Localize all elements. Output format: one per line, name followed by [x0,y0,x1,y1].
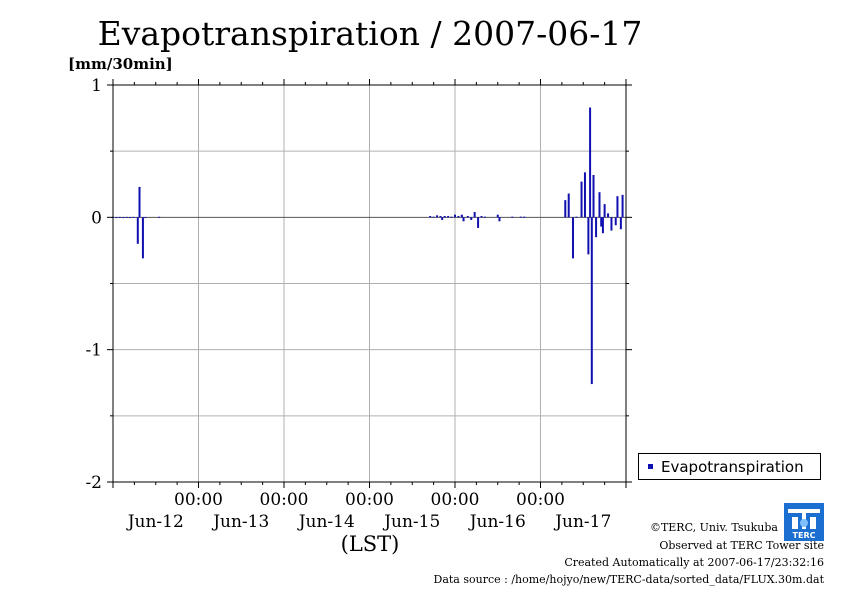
bar [470,217,473,220]
bar [607,213,610,218]
bar [496,214,499,218]
x-tick-date-label: Jun-12 [126,512,184,532]
bar [129,217,132,219]
bar [587,217,590,255]
svg-text:TERC: TERC [793,531,816,540]
bar [466,216,469,218]
x-tick-date-label: Jun-15 [382,512,440,532]
bar [592,174,595,218]
y-tick-label: 1 [91,76,102,96]
bar [595,217,598,238]
bar [441,217,444,220]
credit-observed: Observed at TERC Tower site [659,539,824,552]
bar [571,217,574,259]
x-axis-label: (LST) [340,532,400,556]
y-tick-label: -2 [85,473,102,493]
bar [589,107,592,218]
bar [136,217,139,244]
y-axis: -2 -1 0 1 [85,76,632,493]
bar [450,216,453,218]
bar [567,193,570,218]
bar [498,217,501,222]
bar [138,186,141,218]
bar [477,217,480,228]
chart-title: Evapotranspiration / 2007-06-17 [97,14,643,53]
bar [144,217,147,219]
bar [616,196,619,218]
bar [564,200,567,218]
x-tick-time-label: 00:00 [260,490,309,510]
bar [141,217,144,259]
bar [447,216,450,218]
bar [460,214,463,218]
grid [113,85,626,482]
x-tick-date-label: Jun-17 [553,512,611,532]
bar [429,216,432,218]
bar [436,215,439,218]
bar [443,216,446,218]
bar [473,212,476,218]
bar [462,217,465,222]
bar [483,216,486,218]
bar [523,216,526,218]
bar [432,216,435,218]
x-tick-date-label: Jun-13 [211,512,269,532]
bar [610,217,613,231]
bar [601,217,604,234]
x-tick-time-label: 00:00 [431,490,480,510]
bar [115,217,118,219]
x-tick-date-label: Jun-14 [297,512,355,532]
credit-copyright: ©TERC, Univ. Tsukuba [649,521,778,534]
bar [583,172,586,218]
bar [603,204,606,218]
bar [125,216,128,218]
bar [132,216,135,218]
bar [614,217,617,226]
bar [511,216,514,218]
bar [580,181,583,218]
bar [619,217,622,230]
bar [118,216,121,218]
y-tick-label: 0 [91,208,102,228]
y-tick-label: -1 [85,341,102,361]
legend: Evapotranspiration [638,453,821,480]
credit-source: Data source : /home/hojyo/new/TERC-data/… [433,573,825,586]
bar [158,216,161,218]
legend-swatch [648,464,653,469]
x-tick-date-label: Jun-16 [468,512,526,532]
data-bars [112,107,624,385]
bar [600,217,603,227]
bar [519,216,522,218]
bar [590,217,593,385]
bar [457,216,460,218]
x-tick-time-label: 00:00 [345,490,394,510]
terc-logo: TERC [784,503,824,541]
credit-created: Created Automatically at 2007-06-17/23:3… [564,556,824,569]
bar [575,216,578,218]
x-tick-time-label: 00:00 [174,490,223,510]
bar [621,194,624,218]
bar [598,192,601,218]
bar [454,214,456,218]
x-tick-time-label: 00:00 [516,490,565,510]
bar [439,216,442,218]
legend-label: Evapotranspiration [661,458,804,476]
y-axis-label: [mm/30min] [68,55,173,73]
bar [480,216,483,218]
bar [122,217,125,219]
